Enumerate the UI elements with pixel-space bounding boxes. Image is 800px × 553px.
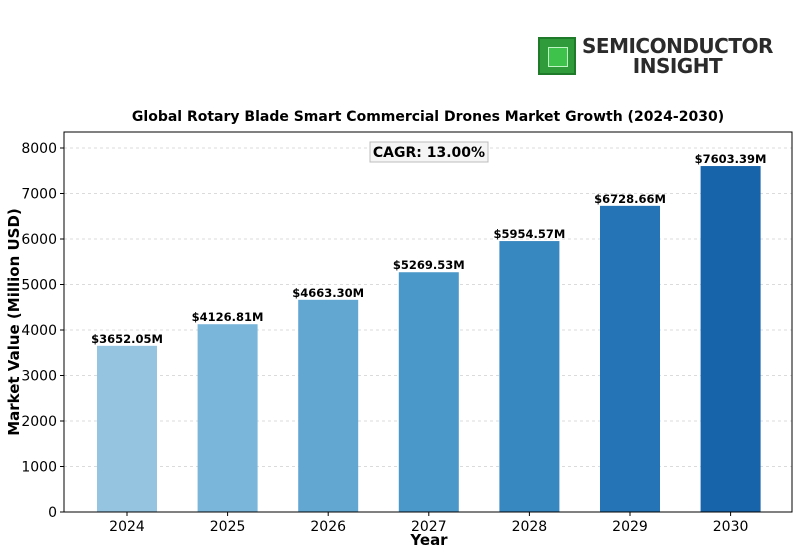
chip-icon bbox=[538, 37, 576, 75]
data-label-2030: $7603.39M bbox=[695, 152, 767, 166]
x-axis: 2024 2025 2026 2027 2028 2029 2030 bbox=[109, 512, 748, 535]
x-tick-label: 2024 bbox=[109, 519, 145, 535]
y-tick-label: 2000 bbox=[21, 414, 57, 430]
x-tick-label: 2026 bbox=[310, 519, 346, 535]
x-tick-label: 2025 bbox=[210, 519, 246, 535]
data-label-2026: $4663.30M bbox=[292, 286, 364, 300]
y-tick-label: 0 bbox=[48, 505, 57, 521]
x-tick-label: 2030 bbox=[713, 519, 749, 535]
bar-2027 bbox=[398, 272, 459, 512]
data-label-2027: $5269.53M bbox=[393, 258, 465, 272]
bar-2024 bbox=[97, 345, 157, 512]
x-tick-label: 2027 bbox=[411, 519, 447, 535]
y-tick-label: 7000 bbox=[21, 187, 57, 203]
plot-frame bbox=[63, 131, 793, 513]
y-axis-title: Market Value (Million USD) bbox=[5, 208, 23, 436]
cagr-box bbox=[369, 141, 489, 163]
y-tick-label: 6000 bbox=[21, 232, 57, 248]
bar-2029 bbox=[600, 205, 660, 513]
logo: SEMICONDUCTOR INSIGHT bbox=[538, 34, 773, 78]
y-tick-label: 4000 bbox=[21, 323, 57, 339]
bar-2025 bbox=[197, 324, 258, 512]
bar-2026 bbox=[298, 299, 359, 512]
bars bbox=[97, 166, 761, 513]
logo-line2: INSIGHT bbox=[632, 54, 723, 78]
y-tick-label: 5000 bbox=[21, 278, 57, 294]
x-tick-label: 2029 bbox=[612, 519, 648, 535]
chart-title: Global Rotary Blade Smart Commercial Dro… bbox=[132, 109, 724, 125]
data-label-2025: $4126.81M bbox=[192, 310, 264, 324]
x-tick-label: 2028 bbox=[512, 519, 548, 535]
y-tick-label: 3000 bbox=[21, 369, 57, 385]
y-tick-label: 1000 bbox=[21, 460, 57, 476]
cagr-annotation: CAGR: 13.00% bbox=[369, 141, 489, 163]
data-labels: $3652.05M $4126.81M $4663.30M $5269.53M $595… bbox=[91, 152, 766, 346]
cagr-text: CAGR: 13.00% bbox=[373, 145, 485, 161]
logo-text: SEMICONDUCTOR INSIGHT bbox=[582, 36, 773, 76]
data-label-2029: $6728.66M bbox=[594, 192, 666, 206]
bar-2028 bbox=[499, 241, 560, 512]
y-axis: 0 1000 2000 3000 4000 5000 6000 7000 8000 bbox=[21, 141, 64, 521]
y-tick-label: 8000 bbox=[21, 141, 57, 157]
logo-line1: SEMICONDUCTOR bbox=[582, 34, 773, 58]
x-axis-title: Year bbox=[409, 531, 448, 549]
bar-2030 bbox=[700, 166, 761, 512]
data-label-2024: $3652.05M bbox=[91, 332, 163, 346]
data-label-2028: $5954.57M bbox=[493, 227, 565, 241]
